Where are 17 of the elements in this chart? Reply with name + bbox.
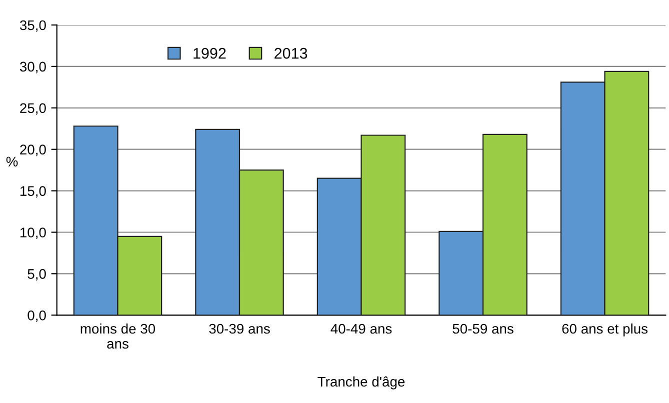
legend-label: 2013: [274, 48, 308, 59]
x-axis-title: Tranche d'âge: [318, 376, 405, 390]
y-axis-title: %: [6, 156, 18, 166]
x-tick-label: 60 ans et plus: [562, 323, 648, 336]
y-tick-label: 0,0: [28, 310, 46, 322]
y-tick-label: 5,0: [28, 269, 46, 281]
legend-label: 1992: [194, 48, 226, 59]
y-tick-label: 30,0: [20, 62, 46, 74]
y-tick-label: 25,0: [20, 103, 46, 115]
x-tick-label: moins de 30 ans: [80, 323, 156, 349]
x-tick-label: 30-39 ans: [209, 324, 270, 334]
y-tick-label: 20,0: [20, 144, 46, 156]
y-tick-label: 10,0: [20, 228, 46, 240]
y-tick-label: 35,0: [20, 20, 46, 32]
x-tick-label: 50-59 ans: [452, 324, 514, 334]
x-tick-label: 40-49 ans: [330, 324, 392, 334]
y-tick-label: 15,0: [20, 186, 46, 198]
